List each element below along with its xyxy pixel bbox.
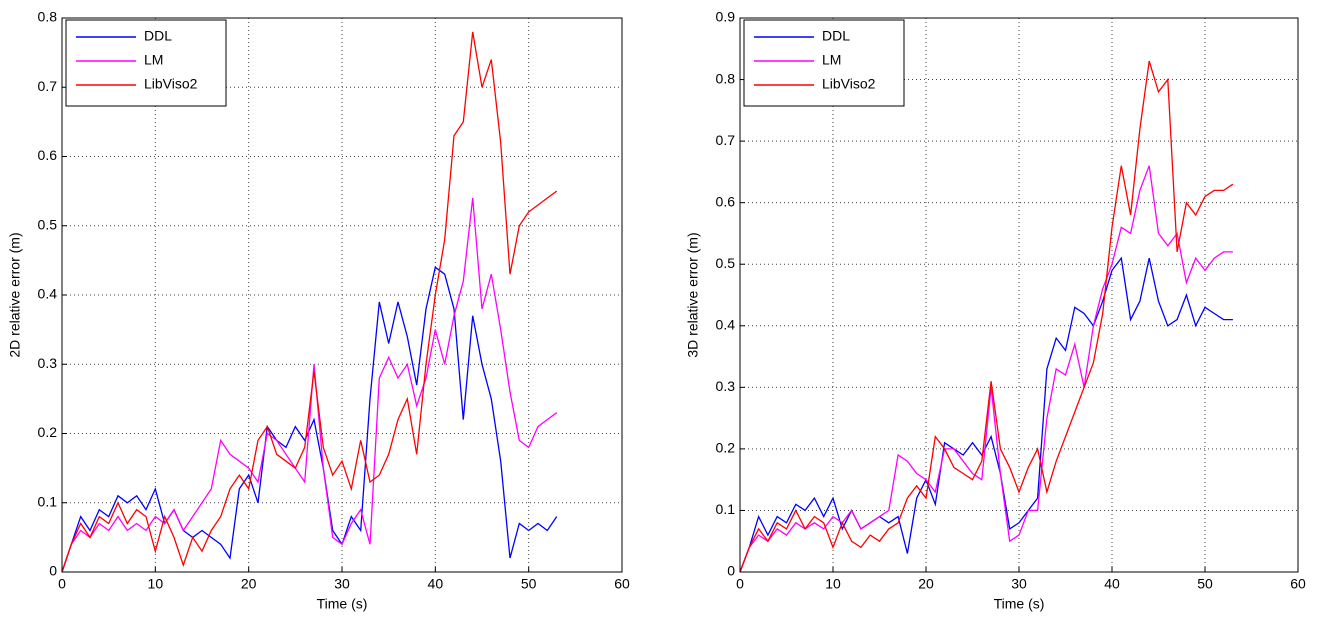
x-tick-label: 60 <box>1290 576 1306 592</box>
legend-label: LibViso2 <box>144 76 198 92</box>
legend-box <box>743 19 905 107</box>
y-tick-label: 0.2 <box>716 440 736 456</box>
axes-frame <box>739 17 1299 573</box>
x-tick-label: 40 <box>428 576 444 592</box>
data-line <box>739 256 1233 573</box>
x-tick-label: 20 <box>918 576 934 592</box>
data-line <box>61 31 558 573</box>
y-tick-label: 0 <box>49 563 57 579</box>
legend-label: DDL <box>822 28 850 44</box>
data-line <box>739 165 1233 573</box>
y-tick-label: 0.3 <box>716 378 736 394</box>
data-line <box>739 60 1234 573</box>
legend-box <box>65 19 227 107</box>
y-tick-label: 0.6 <box>716 193 736 209</box>
x-tick-label: 50 <box>1197 576 1213 592</box>
plot: 0 10 20 30 40 50 60 0 0.1 0.2 0.3 0.4 0.5 0.6 0.7 0.8 Ti… <box>7 9 630 612</box>
x-tick-label: 10 <box>148 576 164 592</box>
y-axis-label: 2D relative error (m) <box>7 232 23 357</box>
y-tick-label: 0.3 <box>38 355 58 371</box>
y-tick-label: 0.4 <box>716 316 736 332</box>
plot: 0 10 20 30 40 50 60 0 0.1 0.2 0.3 0.4 0.5 0.6 0.7 0.8 0.… <box>685 9 1306 612</box>
x-tick-label: 30 <box>1011 576 1027 592</box>
data-line <box>61 197 558 573</box>
y-tick-label: 0.7 <box>716 132 736 148</box>
legend-label: LibViso2 <box>822 76 876 92</box>
y-tick-label: 0.2 <box>38 424 58 440</box>
x-tick-label: 0 <box>736 576 744 592</box>
y-tick-label: 0.7 <box>38 78 58 94</box>
x-axis-label: Time (s) <box>317 596 368 612</box>
x-tick-label: 60 <box>614 576 630 592</box>
x-axis-label: Time (s) <box>994 596 1045 612</box>
x-tick-label: 50 <box>521 576 537 592</box>
y-tick-label: 0.5 <box>716 255 736 271</box>
x-tick-label: 30 <box>334 576 350 592</box>
legend-label: LM <box>822 52 841 68</box>
y-tick-label: 0.1 <box>38 493 58 509</box>
x-tick-label: 0 <box>58 576 66 592</box>
y-tick-label: 0.4 <box>38 286 58 302</box>
y-tick-label: 0.8 <box>716 70 736 86</box>
x-tick-label: 40 <box>1104 576 1120 592</box>
legend: DDL LM LibViso2 <box>743 19 905 107</box>
legend-label: DDL <box>144 28 172 44</box>
axes-frame <box>61 17 623 573</box>
y-tick-label: 0.5 <box>38 216 58 232</box>
y-axis-label: 3D relative error (m) <box>685 232 701 357</box>
y-tick-label: 0 <box>727 563 735 579</box>
legend: DDL LM LibViso2 <box>65 19 227 107</box>
legend-label: LM <box>144 52 163 68</box>
x-tick-label: 20 <box>241 576 257 592</box>
y-tick-label: 0.1 <box>716 501 736 517</box>
y-tick-label: 0.9 <box>716 9 736 25</box>
y-tick-label: 0.6 <box>38 147 58 163</box>
y-tick-label: 0.8 <box>38 9 58 25</box>
x-tick-label: 10 <box>825 576 841 592</box>
